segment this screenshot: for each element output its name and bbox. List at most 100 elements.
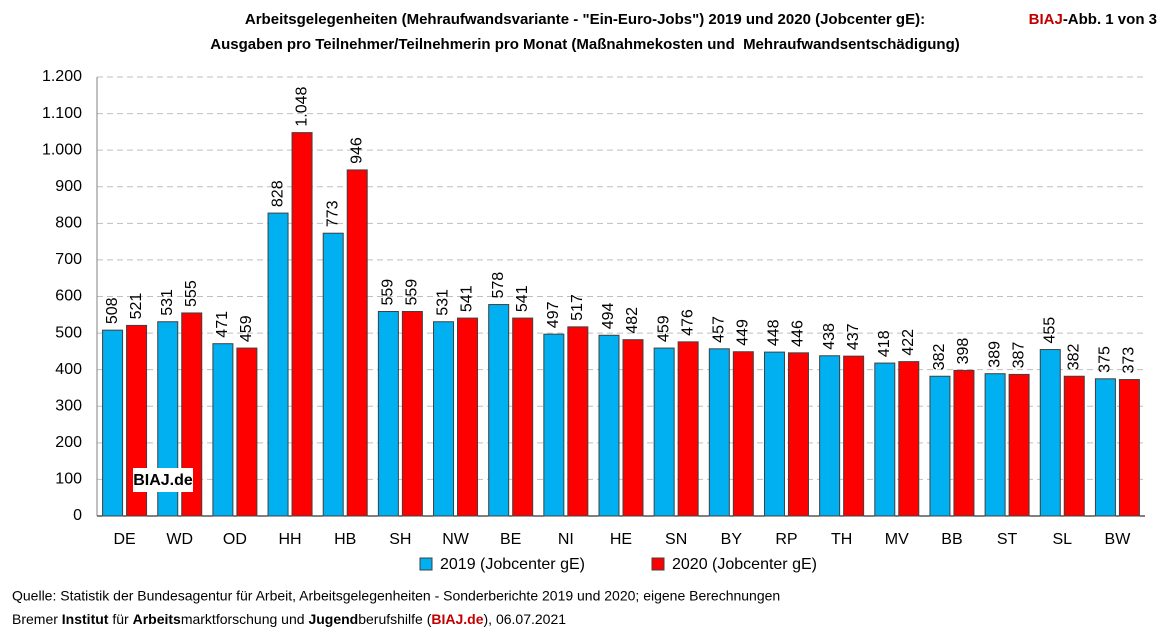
x-tick-label: ST — [997, 531, 1018, 548]
x-tick-label: BE — [500, 531, 521, 548]
y-tick-label: 300 — [55, 397, 82, 414]
value-label: 531 — [435, 289, 452, 316]
x-tick-label: HH — [278, 531, 301, 548]
x-tick-label: NI — [558, 531, 574, 548]
value-label: 455 — [1041, 317, 1058, 344]
x-tick-label: DE — [113, 531, 135, 548]
bar — [1039, 349, 1061, 517]
bar — [984, 373, 1006, 517]
credit-part: BIAJ.de — [431, 611, 483, 627]
x-tick-label: HB — [334, 531, 356, 548]
bar — [346, 169, 368, 517]
bar — [567, 326, 589, 517]
y-tick-label: 0 — [73, 507, 82, 524]
bar — [457, 317, 479, 517]
bar — [377, 310, 399, 517]
bar — [653, 347, 675, 517]
chart-title: Arbeitsgelegenheiten (Mehraufwandsvarian… — [245, 11, 925, 28]
y-tick-label: 400 — [55, 361, 82, 378]
value-label: 555 — [183, 280, 200, 307]
credit-part: Bremer — [12, 611, 62, 627]
bar — [543, 333, 565, 517]
value-label: 422 — [900, 329, 917, 356]
credit-part: berufshilfe ( — [358, 611, 431, 627]
value-label: 494 — [600, 302, 617, 329]
value-label: 559 — [404, 279, 421, 306]
legend-label: 2020 (Jobcenter gE) — [672, 556, 817, 573]
value-label: 457 — [711, 316, 728, 343]
bar — [843, 355, 865, 517]
bar — [763, 351, 785, 517]
bar — [1063, 375, 1085, 517]
value-label: 482 — [624, 307, 641, 334]
bar — [102, 329, 124, 517]
value-label: 497 — [545, 301, 562, 328]
x-tick-label: OD — [223, 531, 247, 548]
legend-label: 2019 (Jobcenter gE) — [440, 556, 585, 573]
y-tick-label: 600 — [55, 288, 82, 305]
value-label: 773 — [324, 200, 341, 227]
value-label: 559 — [380, 279, 397, 306]
value-label: 449 — [735, 319, 752, 346]
bar — [1008, 373, 1030, 517]
y-tick-label: 700 — [55, 251, 82, 268]
source-note: Quelle: Statistik der Bundesagentur für … — [12, 588, 780, 604]
credit-part: Institut — [62, 611, 109, 627]
value-label: 375 — [1097, 346, 1114, 373]
value-label: 398 — [955, 338, 972, 365]
value-label: 382 — [1065, 343, 1082, 370]
credit: Bremer Institut für Arbeitsmarktforschun… — [12, 611, 566, 627]
x-tick-label: HE — [610, 531, 632, 548]
x-tick-label: WD — [166, 531, 193, 548]
value-label: 531 — [159, 289, 176, 316]
y-tick-label: 200 — [55, 434, 82, 451]
value-label: 438 — [821, 323, 838, 350]
bar — [898, 361, 920, 517]
bar — [267, 212, 289, 517]
y-tick-label: 100 — [55, 471, 82, 488]
value-label: 541 — [514, 285, 531, 312]
x-tick-label: SN — [665, 531, 687, 548]
value-label: 382 — [931, 343, 948, 370]
bar — [488, 304, 510, 517]
value-label: 517 — [569, 294, 586, 321]
y-tick-label: 1.000 — [42, 141, 82, 158]
value-label: 471 — [214, 311, 231, 338]
x-tick-label: NW — [442, 531, 470, 548]
value-label: 521 — [128, 293, 145, 320]
bar — [708, 348, 730, 517]
bar — [874, 362, 896, 517]
value-label: 373 — [1121, 347, 1138, 374]
value-label: 459 — [238, 315, 255, 342]
y-tick-label: 1.100 — [42, 105, 82, 122]
watermark: BIAJ.de — [133, 472, 193, 489]
x-tick-label: BY — [721, 531, 743, 548]
value-label: 459 — [655, 315, 672, 342]
bar — [401, 310, 423, 517]
credit-part: Jugend — [308, 611, 358, 627]
bar — [787, 352, 809, 517]
credit-part: marktforschung und — [181, 611, 309, 627]
value-label: 446 — [790, 320, 807, 347]
bar — [512, 317, 534, 517]
bar — [157, 321, 179, 517]
bar — [819, 355, 841, 517]
x-tick-label: BB — [941, 531, 962, 548]
x-tick-label: SH — [389, 531, 411, 548]
value-label: 578 — [490, 272, 507, 299]
bar — [181, 312, 203, 517]
figure-number: -Abb. 1 von 3 — [1063, 11, 1157, 28]
bar — [433, 321, 455, 517]
figure-label: BIAJ-Abb. 1 von 3 — [1029, 11, 1157, 28]
y-tick-label: 900 — [55, 178, 82, 195]
value-label: 387 — [1010, 342, 1027, 369]
value-label: 946 — [348, 137, 365, 164]
value-label: 541 — [459, 285, 476, 312]
bar — [622, 339, 644, 517]
value-label: 437 — [845, 323, 862, 350]
x-tick-label: MV — [885, 531, 909, 548]
legend-swatch — [419, 557, 433, 571]
value-label: 1.048 — [293, 86, 310, 126]
bar — [212, 343, 234, 517]
